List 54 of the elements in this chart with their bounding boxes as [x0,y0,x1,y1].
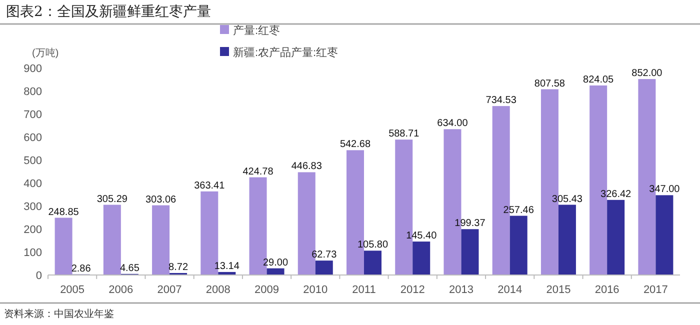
x-tick-label: 2009 [254,284,280,296]
x-tick-label: 2010 [303,284,328,296]
data-label: 145.40 [406,230,438,242]
x-tick-label: 2013 [448,284,474,296]
data-label: 4.65 [120,262,140,274]
data-label: 62.73 [312,250,338,261]
x-tick-label: 2011 [352,284,376,296]
y-tick-label: 900 [24,62,42,75]
y-tick-label: 400 [24,178,42,190]
data-label: 588.71 [388,128,420,140]
data-label: 446.83 [291,161,322,172]
data-label: 363.41 [194,180,226,192]
text: 资料来源：中国农业年鉴 [4,308,114,320]
y-tick-label: 100 [24,246,42,259]
data-label: 734.53 [486,95,517,106]
data-label: 347.00 [649,184,680,196]
legend-label: 产量:红枣 [233,24,280,37]
data-label: 105.80 [357,240,388,251]
data-label: 248.85 [48,206,80,218]
data-label: 199.37 [454,218,486,230]
y-tick-label: 600 [24,132,42,144]
chart-title: 图表2：全国及新疆鲜重红枣产量 [6,4,211,20]
x-tick-label: 2017 [643,284,668,296]
legend-label: 新疆:农产品产量:红枣 [233,46,338,59]
x-tick-label: 2014 [498,284,522,296]
y-tick-label: 300 [24,200,42,213]
data-label: 305.43 [552,194,583,205]
y-tick-label: 0 [36,270,42,282]
data-label: 305.29 [96,194,128,205]
y-tick-label: 700 [24,108,42,121]
x-tick-label: 2016 [594,284,620,296]
data-label: 2.86 [71,263,92,274]
data-label: 852.00 [632,68,663,80]
x-tick-label: 2015 [546,284,571,296]
y-axis-title: (万吨) [32,47,59,59]
y-tick-label: 200 [24,224,42,236]
x-tick-label: 2005 [60,284,85,296]
data-label: 13.14 [214,260,240,272]
data-label: 542.68 [340,139,371,150]
data-label: 257.46 [503,204,534,216]
data-label: 326.42 [600,188,632,200]
data-label: 424.78 [242,166,274,178]
x-tick-label: 2008 [206,284,230,296]
data-label: 8.72 [168,262,188,273]
y-tick-label: 500 [24,154,42,167]
data-label: 29.00 [263,257,288,268]
x-tick-label: 2012 [400,284,425,296]
y-tick-label: 800 [24,86,42,98]
data-label: 824.05 [583,74,614,86]
data-label: 634.00 [437,118,468,130]
x-tick-label: 2006 [108,284,134,296]
data-label: 303.06 [145,194,177,206]
data-label: 807.58 [534,78,566,90]
x-tick-label: 2007 [157,284,182,296]
